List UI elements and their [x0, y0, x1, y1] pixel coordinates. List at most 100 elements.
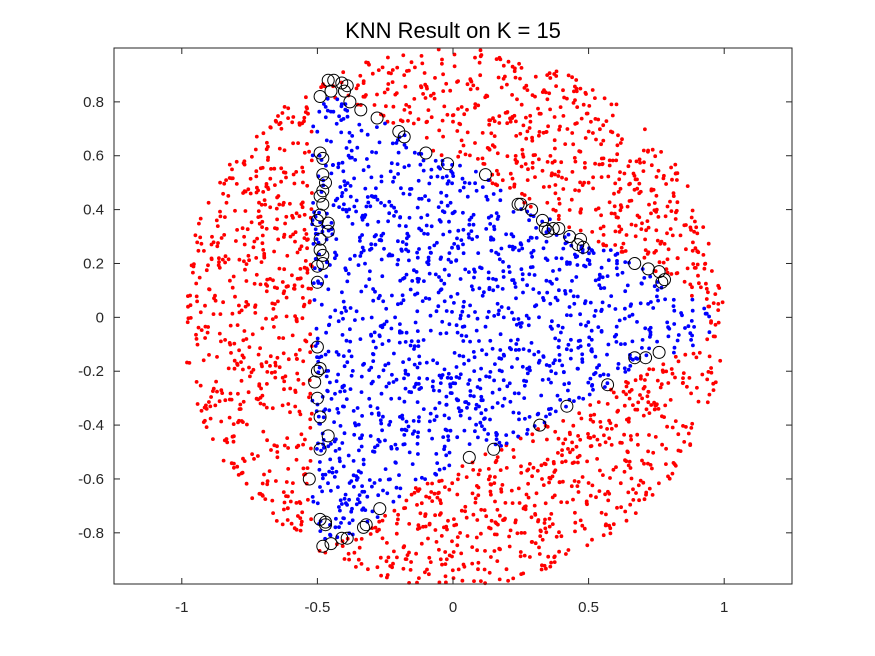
data-point	[363, 261, 367, 266]
data-point	[506, 578, 510, 583]
data-point	[536, 519, 540, 524]
data-point	[414, 551, 418, 556]
data-point	[407, 450, 412, 455]
data-point	[697, 350, 702, 355]
data-point	[290, 490, 295, 494]
data-point	[467, 416, 472, 421]
data-point	[439, 255, 443, 260]
data-point	[483, 408, 488, 412]
data-point	[498, 188, 503, 193]
data-point	[369, 242, 374, 247]
data-point	[695, 231, 700, 236]
data-point	[265, 438, 269, 443]
data-point	[504, 567, 509, 572]
data-point	[361, 248, 366, 253]
data-point	[674, 208, 679, 213]
misclassified-marker	[343, 95, 357, 109]
data-point	[381, 299, 386, 304]
data-point	[247, 365, 251, 370]
data-point	[625, 283, 630, 288]
data-point	[276, 299, 280, 304]
data-point	[443, 550, 448, 554]
data-point	[412, 362, 417, 367]
data-point	[537, 133, 541, 138]
data-point	[454, 365, 459, 369]
data-point	[548, 412, 552, 416]
data-point	[313, 227, 318, 232]
data-point	[474, 169, 478, 174]
data-point	[207, 353, 211, 357]
data-point	[599, 329, 604, 334]
data-point	[618, 203, 623, 208]
data-point	[620, 250, 625, 254]
data-point	[403, 557, 408, 561]
data-point	[519, 267, 524, 272]
data-point	[534, 226, 538, 230]
data-point	[438, 331, 443, 336]
data-point	[553, 295, 558, 300]
data-point	[629, 222, 634, 227]
data-point	[356, 497, 360, 502]
data-point	[478, 54, 483, 59]
data-point	[516, 391, 521, 396]
data-point	[467, 378, 472, 382]
data-point	[683, 352, 688, 357]
data-point	[665, 424, 669, 429]
data-point	[447, 229, 452, 234]
data-point	[693, 246, 698, 251]
data-point	[260, 165, 265, 170]
data-point	[653, 154, 658, 159]
data-point	[265, 284, 270, 288]
data-point	[451, 113, 456, 117]
data-point	[664, 446, 668, 451]
data-point	[308, 350, 313, 355]
data-point	[325, 388, 330, 393]
data-point	[334, 379, 339, 384]
data-point	[529, 251, 534, 255]
data-point	[512, 317, 516, 322]
data-point	[427, 297, 432, 301]
data-point	[321, 476, 325, 481]
data-point	[338, 498, 343, 503]
data-point	[605, 274, 610, 278]
data-point	[488, 222, 493, 226]
data-point	[560, 363, 565, 368]
data-point	[398, 486, 403, 491]
data-point	[309, 446, 313, 451]
data-point	[286, 506, 290, 511]
data-point	[574, 275, 579, 279]
data-point	[585, 543, 590, 548]
data-point	[419, 54, 424, 58]
data-point	[589, 328, 594, 333]
data-point	[366, 164, 371, 169]
data-point	[402, 143, 407, 147]
data-point	[416, 430, 420, 435]
data-point	[288, 410, 292, 415]
data-point	[265, 277, 270, 282]
data-point	[342, 389, 347, 393]
data-point	[366, 200, 371, 205]
data-point	[381, 414, 385, 419]
data-point	[415, 291, 420, 296]
data-point	[656, 298, 660, 303]
data-point	[557, 549, 561, 554]
data-point	[498, 513, 502, 518]
data-point	[189, 263, 194, 268]
data-point	[408, 343, 413, 348]
data-point	[194, 337, 199, 341]
data-point	[468, 393, 473, 398]
data-point	[489, 492, 493, 497]
data-point	[383, 513, 387, 518]
data-point	[352, 550, 357, 555]
data-point	[499, 444, 503, 448]
data-point	[536, 350, 541, 354]
data-point	[202, 249, 206, 253]
data-point	[296, 377, 301, 382]
data-point	[549, 173, 554, 178]
data-point	[628, 502, 633, 507]
data-point	[527, 365, 532, 370]
data-point	[293, 239, 297, 244]
data-point	[277, 365, 282, 370]
data-point	[326, 228, 331, 233]
data-point	[471, 350, 476, 354]
